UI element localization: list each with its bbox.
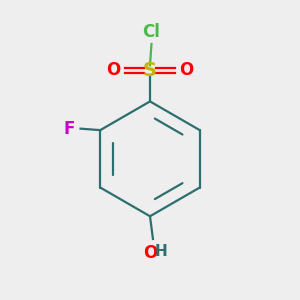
Text: O: O [143,244,157,262]
Text: F: F [64,120,75,138]
Text: H: H [155,244,168,259]
Text: O: O [179,61,194,80]
Text: S: S [143,61,157,80]
Text: Cl: Cl [142,23,160,41]
Text: O: O [106,61,121,80]
